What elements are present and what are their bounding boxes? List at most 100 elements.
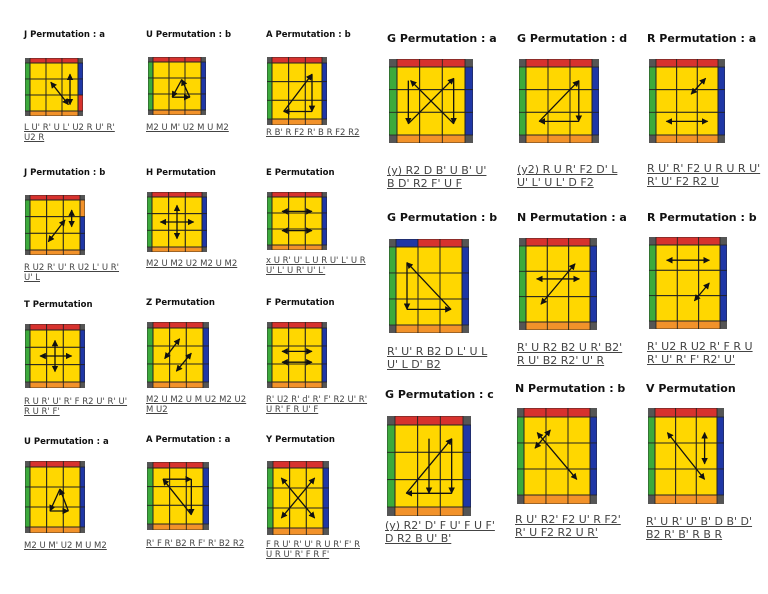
sticker	[202, 504, 209, 525]
case-title: H Permutation	[146, 168, 216, 178]
case-j-b: J Permutation : b R U2 R' U' R U2 L' U R…	[24, 168, 129, 290]
swap-arrow	[47, 219, 66, 243]
case-u-a: U Permutation : a M2 U M' U2 M U M2	[24, 437, 129, 559]
case-a-a: A Permutation : a R' F R' B2 R F' R' B2 …	[146, 435, 251, 557]
sticker	[519, 89, 527, 113]
sticker	[591, 89, 599, 113]
face-sticker	[62, 329, 81, 348]
sticker	[288, 322, 306, 329]
sticker	[152, 523, 171, 530]
sticker	[25, 329, 31, 348]
face-sticker	[546, 245, 570, 272]
case-title: U Permutation : a	[24, 437, 109, 447]
sticker	[271, 192, 290, 198]
swap-arrow	[410, 80, 455, 125]
face-sticker	[568, 270, 591, 298]
sticker	[152, 381, 171, 388]
face-sticker	[676, 89, 698, 113]
cube-diagram	[25, 324, 85, 388]
face-sticker	[417, 246, 441, 274]
swap-arrow	[49, 488, 61, 512]
sticker	[271, 118, 290, 125]
face-sticker	[271, 345, 290, 365]
sticker	[79, 329, 85, 348]
case-r-b: R Permutation : b R' U2 R U2 R' F R U R' …	[647, 211, 768, 381]
swap-arrow	[280, 477, 316, 519]
swap-arrow	[50, 81, 69, 106]
cube-diagram	[147, 322, 209, 388]
face-sticker	[525, 66, 549, 91]
case-g-d: G Permutation : d (y2) R U R' F2 D' L U' …	[517, 32, 642, 202]
face-sticker	[271, 62, 290, 83]
sticker	[717, 111, 725, 136]
sticker	[168, 246, 186, 252]
sticker	[147, 504, 154, 525]
case-title: G Permutation : c	[385, 388, 494, 401]
sticker	[201, 213, 207, 231]
sticker	[200, 61, 206, 79]
sticker	[321, 327, 327, 347]
sticker	[288, 192, 306, 198]
sticker	[271, 244, 290, 250]
sticker	[304, 192, 323, 198]
cube-diagram	[147, 192, 207, 252]
face-sticker	[271, 99, 290, 120]
sticker	[185, 523, 204, 530]
sticker	[147, 229, 153, 248]
sticker	[698, 320, 721, 329]
sticker	[288, 381, 306, 388]
sticker	[389, 66, 398, 91]
sticker	[267, 196, 273, 214]
case-a-b: A Permutation : b R B' R F2 R' B R F2 R2	[266, 30, 371, 152]
sticker	[322, 467, 329, 489]
sticker	[77, 62, 83, 80]
sticker	[25, 486, 31, 508]
sticker	[185, 462, 204, 469]
sticker	[649, 89, 657, 113]
sticker	[517, 442, 525, 470]
face-sticker	[29, 486, 48, 508]
sticker	[589, 296, 597, 323]
sticker	[698, 237, 721, 246]
sticker	[519, 296, 527, 323]
sticker	[417, 506, 441, 516]
case-u-b: U Permutation : b M2 U M' U2 M U M2	[146, 30, 251, 152]
sticker	[271, 322, 290, 329]
face-sticker	[169, 363, 187, 383]
face-sticker	[152, 486, 171, 506]
sticker	[322, 507, 329, 529]
sticker	[387, 479, 396, 508]
sticker	[648, 468, 656, 496]
sticker	[519, 245, 527, 272]
swap-arrow	[666, 432, 706, 480]
face-sticker	[185, 345, 204, 365]
sticker	[696, 59, 719, 68]
case-algorithm: (y) R2' D' F U' F U F' D R2 B U' B'	[385, 519, 495, 545]
sticker	[655, 237, 678, 246]
case-title: G Permutation : d	[517, 32, 628, 45]
face-sticker	[271, 327, 290, 347]
face-sticker	[394, 424, 419, 453]
case-title: R Permutation : a	[647, 32, 757, 45]
sticker	[464, 111, 473, 136]
face-sticker	[288, 196, 306, 214]
sticker	[321, 99, 327, 120]
sticker	[267, 363, 273, 383]
sticker	[321, 81, 327, 101]
sticker	[655, 320, 678, 329]
sticker	[148, 77, 154, 95]
sticker	[25, 78, 31, 96]
face-sticker	[29, 199, 48, 218]
sticker	[719, 269, 727, 297]
swap-arrow	[406, 262, 452, 310]
face-sticker	[569, 89, 593, 113]
sticker	[389, 111, 398, 136]
sticker	[525, 321, 548, 330]
face-sticker	[168, 93, 186, 111]
sticker	[389, 298, 397, 326]
face-sticker	[655, 66, 678, 91]
sticker	[202, 467, 209, 488]
sticker	[46, 461, 64, 468]
cube-diagram	[649, 59, 725, 143]
